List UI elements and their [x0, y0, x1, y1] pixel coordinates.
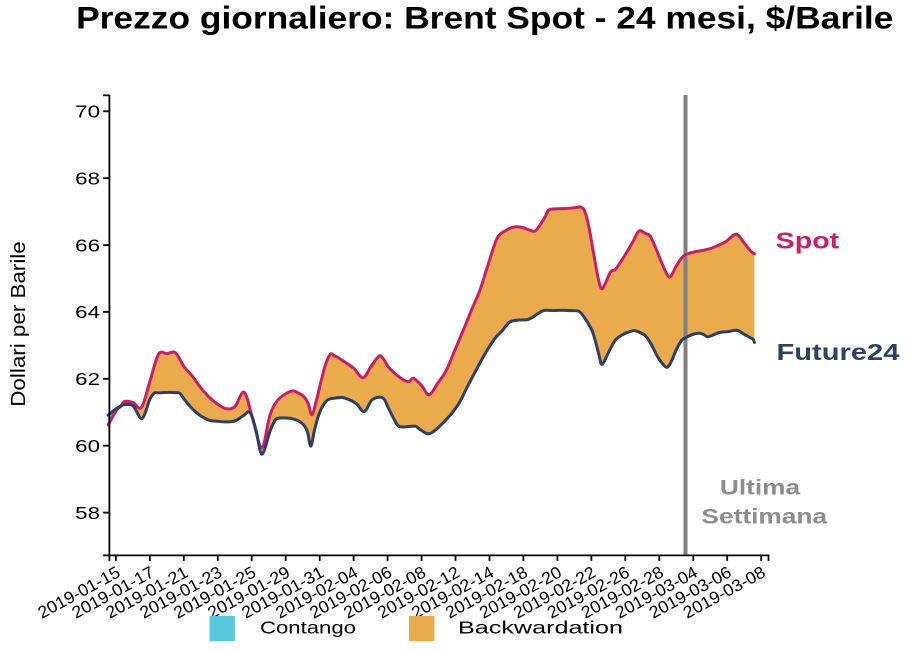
svg-text:Spot: Spot: [776, 227, 840, 253]
svg-text:68: 68: [75, 168, 100, 188]
svg-text:70: 70: [75, 102, 100, 122]
svg-text:Prezzo giornaliero: Brent Spot: Prezzo giornaliero: Brent Spot - 24 mesi…: [76, 0, 893, 36]
svg-text:60: 60: [75, 436, 100, 456]
svg-text:64: 64: [75, 302, 100, 322]
svg-text:Contango: Contango: [260, 617, 356, 637]
svg-text:Future24: Future24: [777, 339, 900, 365]
svg-text:58: 58: [75, 503, 100, 523]
svg-text:Settimana: Settimana: [701, 504, 828, 528]
svg-text:62: 62: [75, 369, 100, 389]
svg-text:Dollari per Barile: Dollari per Barile: [8, 241, 30, 407]
svg-text:Backwardation: Backwardation: [458, 617, 623, 637]
svg-text:Ultima: Ultima: [720, 476, 802, 500]
svg-text:66: 66: [75, 235, 100, 255]
